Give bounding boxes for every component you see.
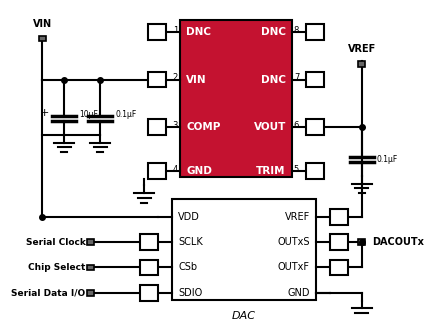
Text: DNC: DNC xyxy=(261,75,286,85)
Text: Serial Data I/O: Serial Data I/O xyxy=(11,288,86,297)
Bar xyxy=(140,260,158,275)
Text: VREF: VREF xyxy=(285,212,310,222)
Bar xyxy=(358,61,365,67)
Bar xyxy=(172,199,316,300)
Bar xyxy=(148,119,166,135)
Text: VOUT: VOUT xyxy=(254,122,286,132)
Bar xyxy=(306,119,324,135)
Text: SCLK: SCLK xyxy=(178,237,203,247)
Bar xyxy=(140,234,158,250)
Text: TRIM: TRIM xyxy=(256,166,286,176)
Text: 5: 5 xyxy=(294,165,299,174)
Text: DAC: DAC xyxy=(232,311,256,321)
Text: Chip Select: Chip Select xyxy=(28,263,86,272)
Text: 6: 6 xyxy=(294,121,299,130)
Text: DNC: DNC xyxy=(186,27,211,37)
Bar xyxy=(330,260,348,275)
Text: OUTxS: OUTxS xyxy=(277,237,310,247)
Text: DNC: DNC xyxy=(261,27,286,37)
Bar xyxy=(148,163,166,179)
Bar xyxy=(358,239,365,245)
Text: GND: GND xyxy=(287,288,310,298)
Bar xyxy=(306,72,324,88)
Bar xyxy=(330,234,348,250)
Text: GND: GND xyxy=(186,166,212,176)
Text: 10µF: 10µF xyxy=(79,110,98,119)
Text: VDD: VDD xyxy=(178,212,200,222)
Text: 8: 8 xyxy=(294,26,299,35)
Text: OUTxF: OUTxF xyxy=(278,263,310,273)
Bar xyxy=(140,285,158,301)
Text: 4: 4 xyxy=(173,165,178,174)
Text: 7: 7 xyxy=(294,73,299,82)
Text: VIN: VIN xyxy=(33,19,52,29)
Text: VIN: VIN xyxy=(186,75,206,85)
Bar xyxy=(306,24,324,40)
Bar xyxy=(39,36,46,41)
Text: 2: 2 xyxy=(173,73,178,82)
Bar xyxy=(87,265,94,270)
Text: CSb: CSb xyxy=(178,263,197,273)
Text: 0.1µF: 0.1µF xyxy=(115,110,137,119)
Text: DACOUTx: DACOUTx xyxy=(372,237,423,247)
Text: 3: 3 xyxy=(173,121,178,130)
Bar xyxy=(87,290,94,296)
Bar xyxy=(148,24,166,40)
Bar xyxy=(87,239,94,245)
Bar xyxy=(180,20,292,177)
Text: VREF: VREF xyxy=(348,44,376,54)
Text: Serial Clock: Serial Clock xyxy=(25,238,86,247)
Text: 0.1µF: 0.1µF xyxy=(377,155,398,164)
Bar xyxy=(306,163,324,179)
Bar xyxy=(330,209,348,225)
Bar xyxy=(148,72,166,88)
Text: 1: 1 xyxy=(173,26,178,35)
Text: COMP: COMP xyxy=(186,122,220,132)
Text: +: + xyxy=(40,108,49,118)
Text: SDIO: SDIO xyxy=(178,288,202,298)
